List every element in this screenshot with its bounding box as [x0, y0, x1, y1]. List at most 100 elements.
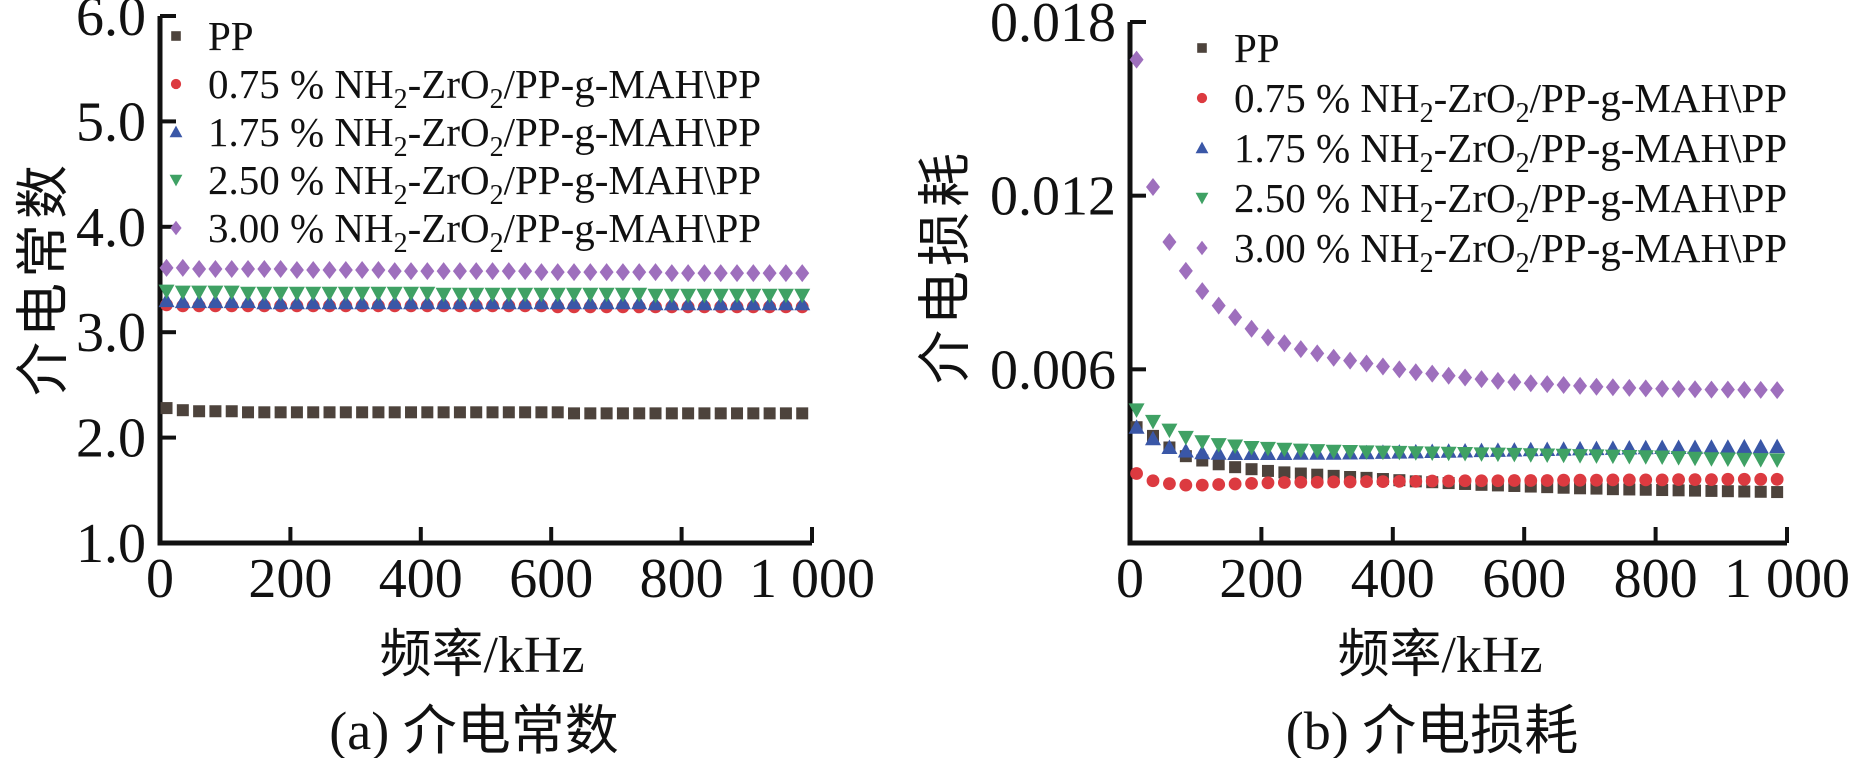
- data-point-triangle-up: [1736, 438, 1753, 454]
- data-point-triangle-down: [1144, 414, 1161, 430]
- data-point-triangle-up: [288, 294, 305, 310]
- data-point-diamond: [697, 264, 712, 283]
- data-point-diamond: [289, 261, 304, 280]
- data-point-circle: [1376, 475, 1390, 489]
- data-point-diamond: [420, 262, 435, 281]
- data-point-circle: [1146, 474, 1160, 488]
- data-point-circle: [1195, 478, 1209, 492]
- data-point-triangle-down: [1687, 451, 1704, 467]
- data-point-diamond: [1145, 177, 1160, 196]
- data-point-square: [339, 406, 352, 419]
- data-point-square: [1639, 483, 1652, 496]
- data-point-square: [731, 407, 744, 420]
- data-point-triangle-down: [288, 286, 305, 302]
- data-point-circle: [1294, 475, 1308, 489]
- data-point-diamond: [1704, 380, 1719, 399]
- data-point-diamond: [1310, 344, 1325, 363]
- data-point-triangle-down: [1194, 435, 1211, 450]
- data-point-diamond: [681, 264, 696, 283]
- data-point-diamond: [273, 259, 288, 278]
- data-point-triangle-down: [174, 285, 191, 301]
- data-point-triangle-down: [712, 288, 729, 304]
- data-point-square: [1229, 461, 1242, 474]
- data-point-square: [372, 406, 385, 419]
- y-axis-title-b: 介电损耗: [915, 148, 976, 384]
- data-point-square: [682, 407, 695, 420]
- data-point-diamond: [615, 263, 630, 282]
- y-tick-label: 0.018: [990, 0, 1116, 54]
- data-point-square: [698, 407, 711, 420]
- data-point-square: [616, 407, 629, 420]
- data-point-diamond: [567, 263, 582, 282]
- data-point-triangle-down: [1654, 450, 1671, 466]
- data-point-square: [307, 406, 320, 419]
- data-point-diamond: [1277, 334, 1292, 353]
- data-point-diamond: [322, 261, 337, 280]
- data-point-square: [568, 407, 581, 420]
- data-point-diamond: [730, 264, 745, 283]
- data-point-triangle-down: [1325, 444, 1342, 460]
- y-tick-label: 3.0: [76, 302, 146, 364]
- data-point-triangle-down: [386, 286, 403, 302]
- data-point-square: [763, 407, 776, 420]
- x-axis-title-b: 频率/kHz: [1337, 627, 1543, 684]
- series-square: [160, 402, 809, 420]
- data-point-circle: [1688, 473, 1702, 487]
- data-point-triangle-up: [207, 293, 224, 309]
- data-point-square: [1689, 484, 1702, 497]
- data-point-circle: [1261, 476, 1275, 490]
- data-point-triangle-down: [1374, 445, 1391, 461]
- legend-label: 1.75 % NH2-ZrO2/PP-g-MAH\PP: [1234, 125, 1787, 179]
- data-point-circle: [1458, 474, 1472, 488]
- data-point-triangle-down: [1358, 445, 1375, 460]
- data-point-square: [1606, 483, 1619, 496]
- data-point-triangle-down: [663, 288, 680, 304]
- data-point-diamond: [1770, 381, 1785, 400]
- data-point-diamond: [170, 220, 182, 236]
- data-point-square: [193, 405, 206, 418]
- data-point-circle: [1245, 476, 1258, 490]
- data-point-diamond: [664, 264, 679, 283]
- data-point-square: [502, 406, 515, 419]
- x-tick-label: 800: [1614, 548, 1698, 610]
- data-point-triangle-down: [468, 287, 485, 303]
- data-point-diamond: [1458, 368, 1473, 387]
- data-point-square: [1278, 466, 1291, 479]
- data-point-triangle-down: [370, 286, 387, 302]
- data-point-diamond: [1408, 363, 1423, 382]
- data-point-triangle-down: [1227, 439, 1244, 455]
- data-point-diamond: [1638, 379, 1653, 398]
- data-point-diamond: [1293, 340, 1308, 359]
- data-point-triangle-down: [1243, 440, 1260, 456]
- data-point-triangle-down: [484, 287, 501, 303]
- y-tick-label: 1.0: [76, 513, 146, 575]
- data-point-triangle-down: [1719, 452, 1736, 468]
- data-point-diamond: [1441, 366, 1456, 385]
- data-point-square: [1754, 485, 1767, 498]
- data-point-triangle-down: [1752, 453, 1769, 468]
- data-point-circle: [1212, 478, 1226, 491]
- data-point-triangle-down: [582, 287, 599, 303]
- data-point-square: [1294, 467, 1307, 480]
- data-point-triangle-down: [1769, 453, 1786, 468]
- data-point-triangle-down: [1309, 444, 1326, 459]
- data-point-triangle-up: [1144, 430, 1161, 446]
- legend-label: 3.00 % NH2-ZrO2/PP-g-MAH\PP: [208, 205, 761, 259]
- data-point-diamond: [632, 263, 647, 282]
- data-point-triangle-down: [158, 284, 175, 300]
- data-point-diamond: [1228, 308, 1243, 327]
- caption-a: (a) 介电常数: [329, 701, 619, 758]
- data-point-diamond: [208, 259, 223, 278]
- data-point-circle: [1507, 474, 1521, 487]
- y-tick-label: 2.0: [76, 408, 146, 470]
- data-point-triangle-down: [1506, 447, 1523, 463]
- x-tick-label: 0: [146, 548, 174, 610]
- series-circle: [1130, 467, 1784, 492]
- data-point-square: [290, 406, 303, 419]
- data-point-triangle-up: [1177, 442, 1194, 458]
- data-point-circle: [1540, 474, 1554, 487]
- data-point-triangle-down: [451, 287, 468, 303]
- data-point-triangle-up: [386, 294, 403, 310]
- data-point-circle: [1163, 477, 1176, 491]
- data-point-triangle-down: [305, 286, 322, 302]
